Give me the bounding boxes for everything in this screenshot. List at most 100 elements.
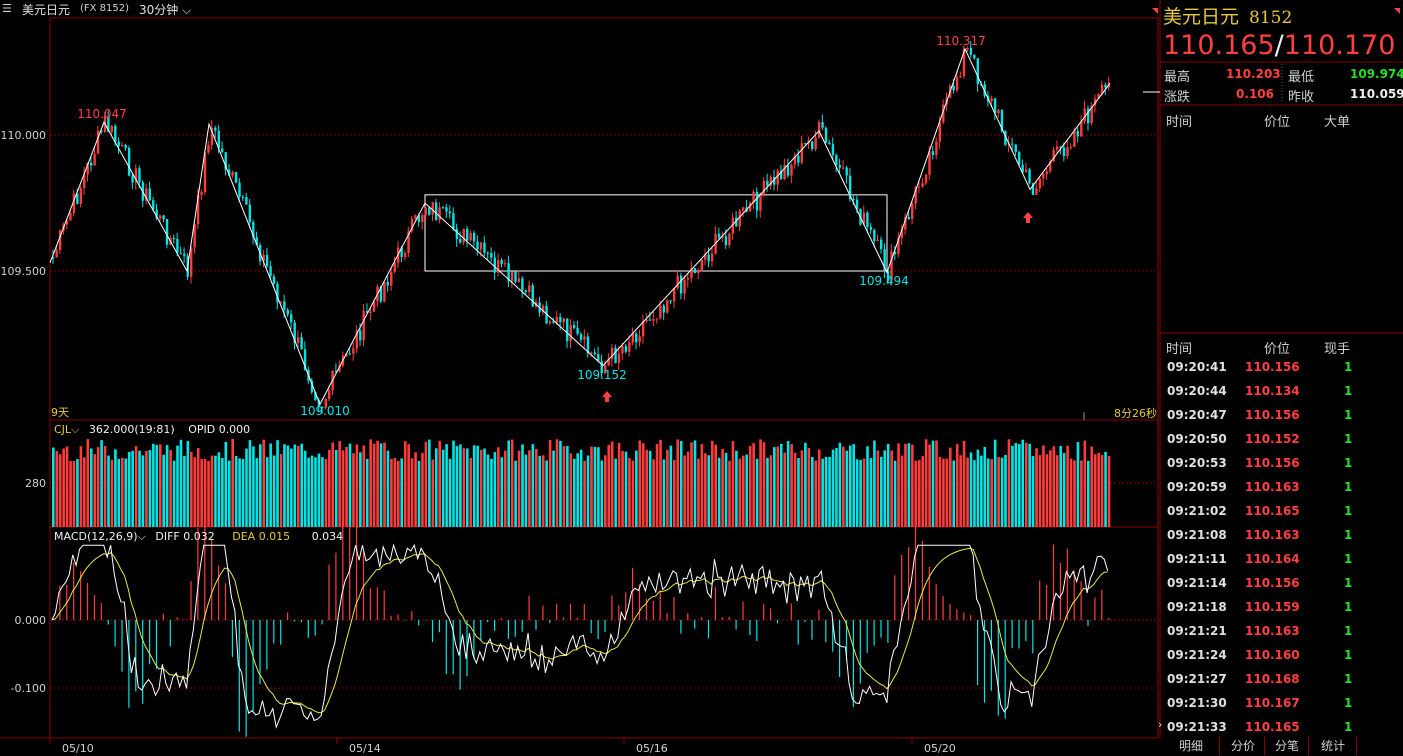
candle — [383, 282, 386, 302]
candle — [928, 151, 931, 175]
volume-bar — [134, 446, 138, 527]
tab-statistics[interactable]: 统计 — [1310, 737, 1357, 755]
quote-code: 8152 — [1249, 8, 1293, 28]
volume-bar — [766, 457, 769, 527]
volume-bar — [804, 442, 807, 527]
ticks-hand-header: 现手 — [1324, 342, 1351, 357]
candle — [583, 336, 586, 340]
candle — [252, 222, 255, 238]
volume-bar — [541, 455, 545, 527]
macd-diff: DIFF 0.032 — [155, 530, 215, 543]
volume-bar — [324, 458, 328, 527]
volume-bar — [676, 439, 680, 527]
candle — [721, 236, 724, 238]
tab-trades[interactable]: 分笔 — [1266, 737, 1309, 755]
candle — [428, 207, 431, 215]
candle — [541, 305, 545, 313]
volume-bar — [645, 449, 648, 527]
corner-mark — [1152, 8, 1158, 14]
volume-bar — [793, 452, 797, 527]
candle — [669, 300, 672, 302]
candle — [700, 259, 703, 271]
volume-bar — [1049, 450, 1052, 527]
macd-indicator[interactable]: MACD(12,26,9)⌵ — [54, 530, 146, 543]
countdown-label: 8分26秒 — [1114, 407, 1157, 420]
volume-bar — [169, 450, 172, 527]
volume-bar — [638, 440, 642, 527]
volume-bar — [652, 459, 655, 527]
volume-bar — [880, 456, 883, 527]
volume-bar — [769, 455, 773, 527]
volume-bar — [1018, 444, 1021, 527]
volume-bar — [345, 446, 348, 527]
volume-bar — [79, 446, 83, 527]
volume-bar — [959, 455, 962, 527]
volume-bar — [755, 458, 759, 527]
volume-bar — [341, 450, 345, 527]
volume-bar — [752, 443, 755, 527]
candle — [900, 229, 904, 238]
volume-value: 362.000(19:81) — [88, 423, 175, 436]
volume-bar — [86, 439, 90, 527]
volume-bar — [459, 444, 462, 527]
volume-bar — [797, 458, 800, 527]
x-tick-label: 05/14 — [349, 742, 381, 755]
volume-bar — [286, 445, 290, 527]
volume-bar — [1007, 439, 1011, 527]
volume-bar — [362, 445, 366, 527]
diff-line — [51, 543, 1109, 729]
candle — [569, 325, 572, 342]
volume-bar — [424, 441, 428, 527]
volume-bar — [400, 458, 404, 527]
tab-detail[interactable]: 明细 — [1163, 737, 1220, 755]
candle — [386, 282, 390, 286]
volume-bar — [966, 457, 969, 527]
ticks-time-header: 时间 — [1166, 342, 1193, 357]
volume-bar — [859, 459, 862, 527]
tick-hand: 1 — [1344, 552, 1353, 566]
candle — [735, 217, 738, 227]
volume-bar — [500, 457, 504, 527]
tick-row: 09:21:14 110.156 1 — [1162, 576, 1402, 600]
candle — [196, 194, 200, 225]
tick-price: 110.134 — [1245, 384, 1300, 398]
tick-row: 09:21:27 110.168 1 — [1162, 672, 1402, 696]
candle — [914, 187, 917, 204]
tab-price-distribution[interactable]: 分价 — [1222, 737, 1265, 755]
candle — [748, 202, 752, 212]
candle — [314, 392, 317, 400]
volume-bar — [238, 458, 241, 527]
volume-indicator[interactable]: CJL⌵ — [54, 423, 80, 436]
volume-bar — [555, 439, 559, 527]
volume-bar — [552, 450, 555, 527]
volume-bar — [334, 449, 338, 527]
candle — [472, 232, 476, 242]
tick-row: 09:21:33 110.165 1 — [1162, 720, 1402, 744]
tick-time: 09:20:59 — [1167, 480, 1227, 494]
candle — [328, 390, 331, 399]
volume-bar — [1076, 442, 1080, 527]
candle — [862, 212, 866, 225]
volume-bar — [462, 448, 466, 527]
volume-bar — [790, 444, 793, 527]
candle — [362, 310, 365, 341]
menu-icon[interactable]: ☰ — [2, 2, 12, 15]
volume-bar — [621, 450, 624, 527]
volume-bar — [579, 449, 583, 527]
candle — [707, 254, 710, 262]
candle — [1052, 149, 1055, 162]
volume-bar — [141, 455, 145, 527]
volume-bar — [131, 450, 134, 527]
volume-bar — [976, 449, 980, 527]
candle — [272, 276, 276, 284]
candle — [593, 352, 597, 355]
candle — [645, 319, 648, 322]
candle — [221, 148, 224, 153]
volume-bar — [476, 445, 479, 527]
period-selector[interactable]: 30分钟 ⌵ — [139, 1, 191, 18]
volume-bar — [69, 460, 72, 527]
candle — [635, 333, 638, 343]
volume-bar — [911, 444, 914, 527]
volume-bar — [921, 456, 924, 527]
